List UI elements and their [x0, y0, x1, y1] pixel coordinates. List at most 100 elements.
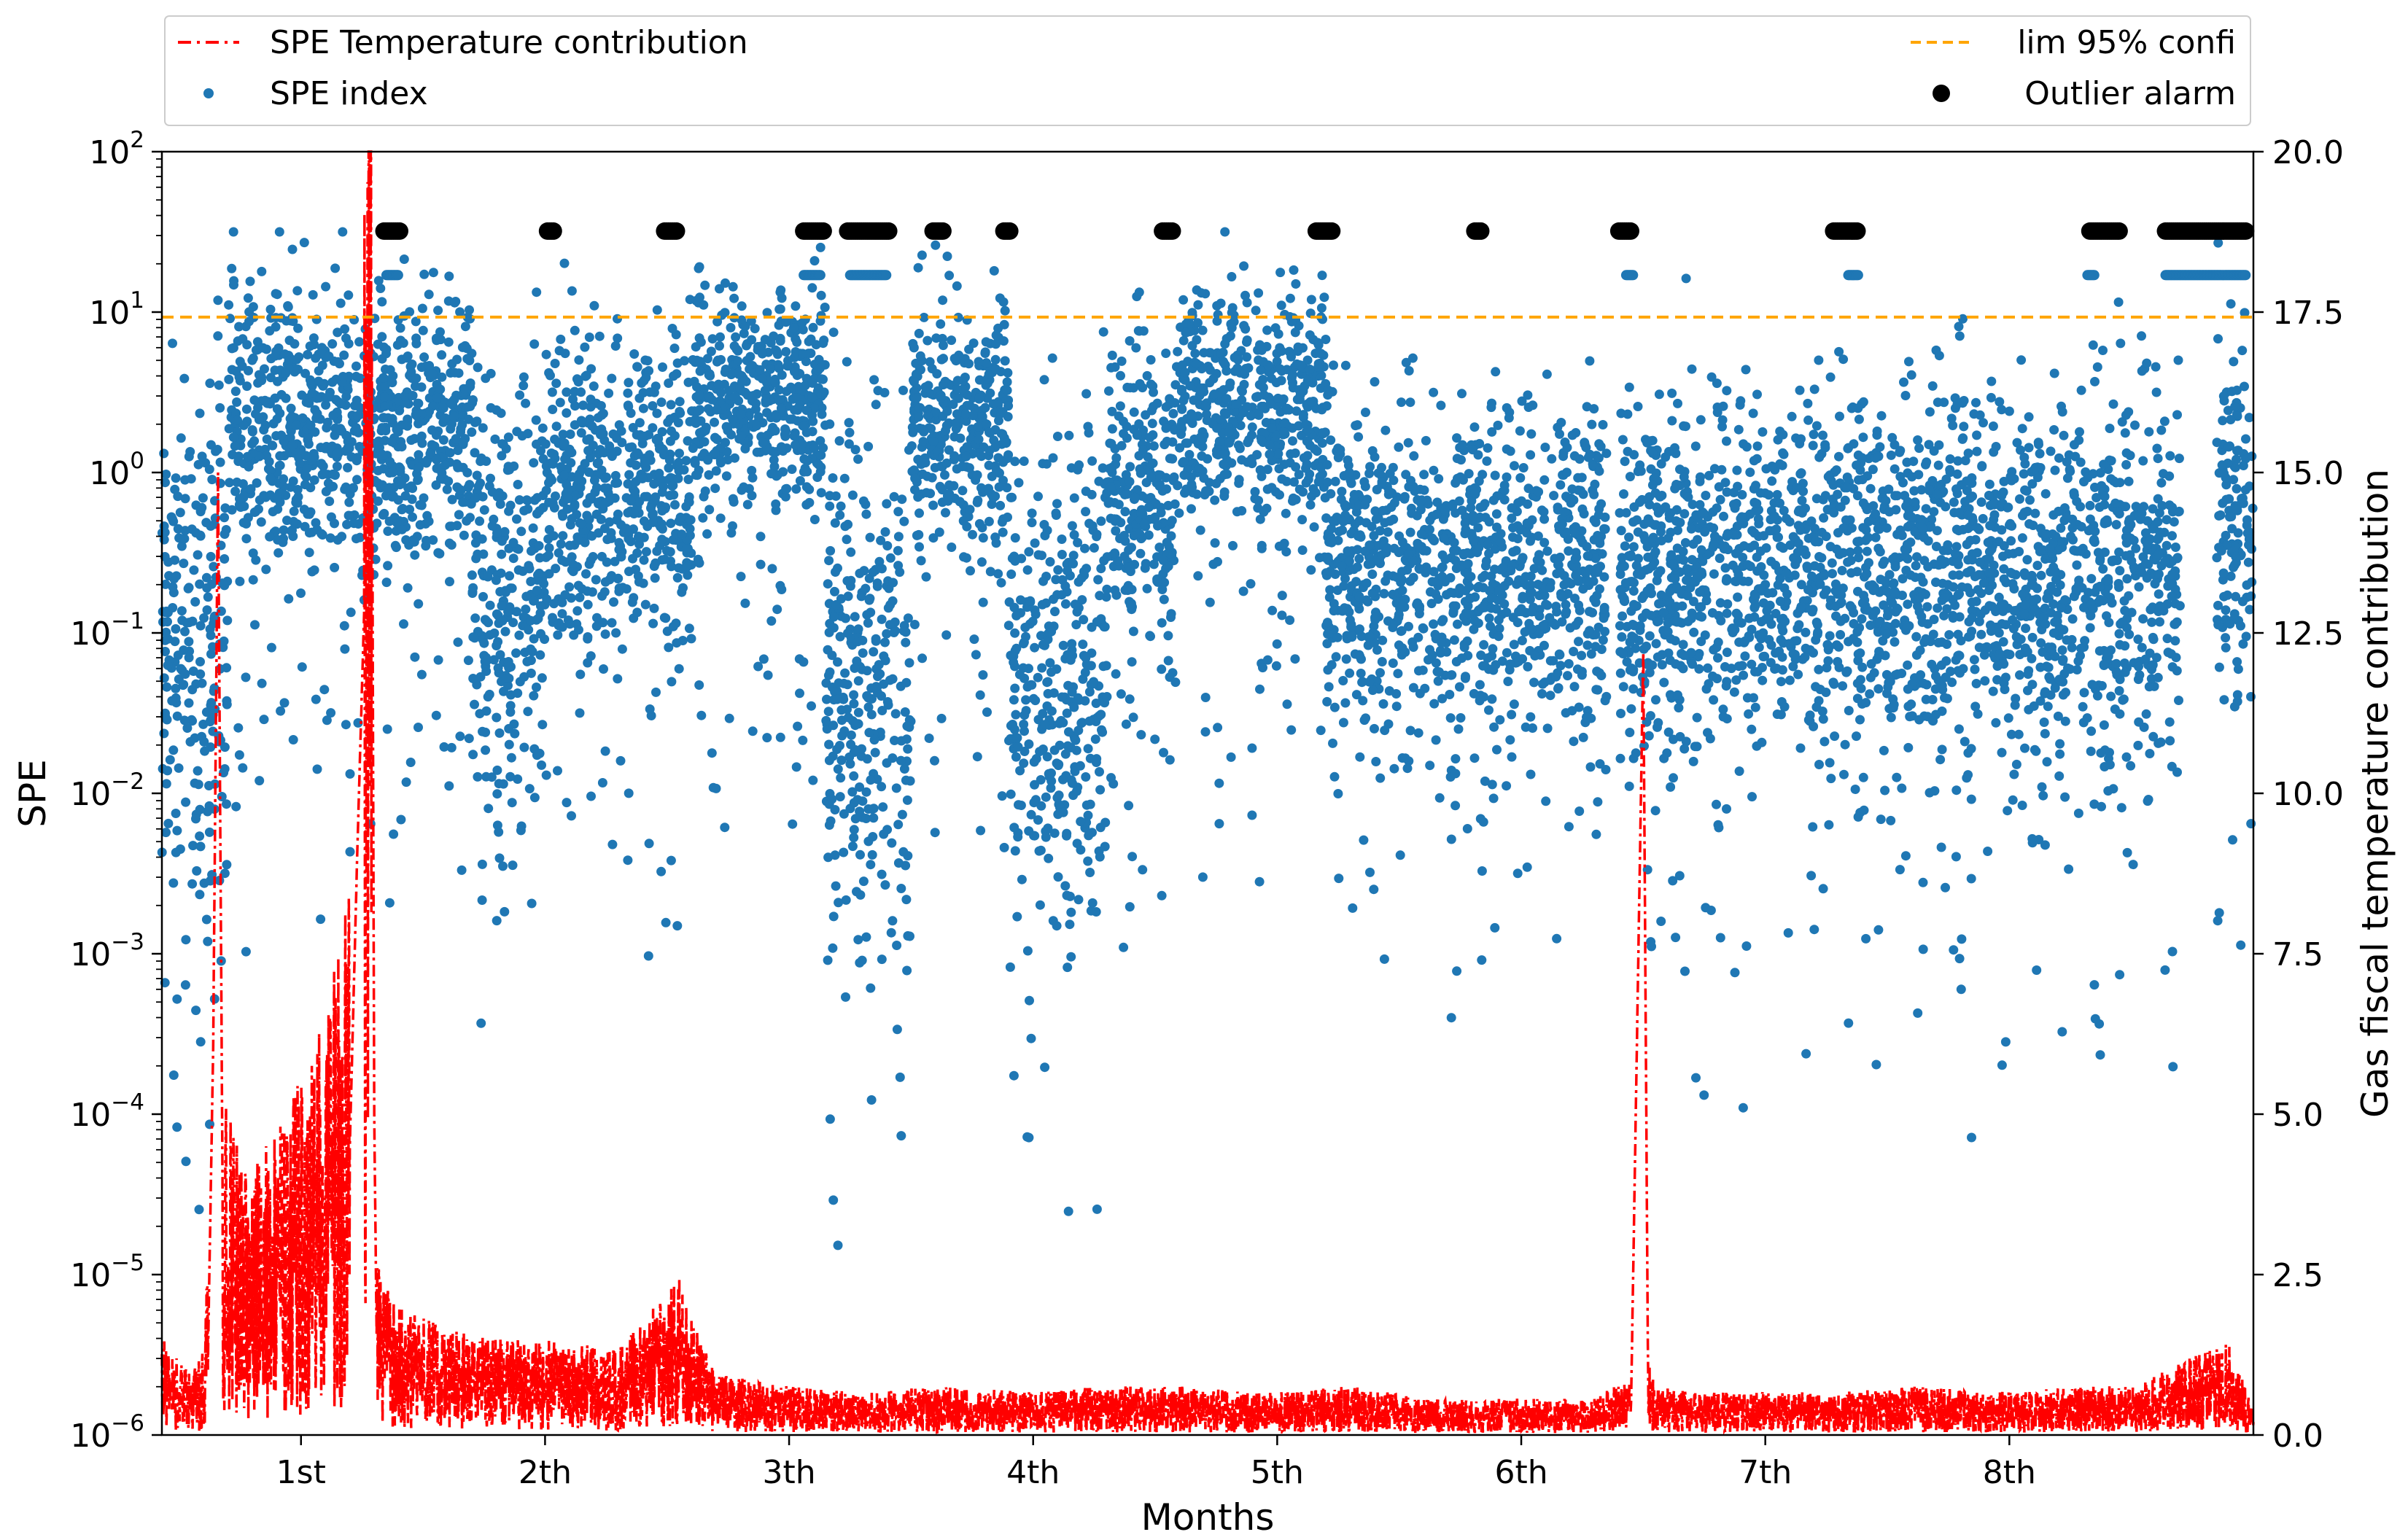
spe-index-point — [239, 518, 249, 527]
spe-index-point — [973, 752, 982, 761]
spe-index-point — [1432, 735, 1441, 744]
spe-index-point — [952, 281, 962, 291]
spe-index-point — [1283, 404, 1292, 413]
spe-index-point — [646, 503, 656, 513]
spe-index-point — [1286, 726, 1296, 735]
spe-index-point — [866, 860, 875, 869]
spe-index-point — [1096, 614, 1106, 623]
spe-index-point — [880, 638, 890, 648]
spe-index-point — [284, 303, 293, 312]
spe-index-point — [1418, 666, 1428, 675]
spe-index-point — [878, 802, 888, 812]
spe-index-point — [850, 718, 859, 727]
spe-index-point — [549, 450, 559, 459]
spe-index-point — [896, 1073, 905, 1082]
spe-index-point — [338, 372, 348, 381]
spe-index-point — [259, 425, 268, 435]
spe-index-point — [729, 294, 739, 303]
spe-index-point — [914, 508, 924, 518]
spe-index-point — [567, 287, 577, 296]
spe-index-point — [470, 613, 480, 623]
spe-index-point — [1292, 406, 1301, 416]
spe-index-point — [251, 556, 260, 565]
spe-index-point — [354, 442, 364, 451]
spe-index-point — [600, 587, 610, 596]
spe-index-point — [458, 497, 467, 507]
spe-index-point — [1447, 835, 1456, 844]
spe-index-point — [772, 604, 782, 614]
spe-index-point — [200, 747, 209, 756]
spe-index-point — [1369, 884, 1378, 894]
spe-index-point — [198, 451, 207, 461]
spe-index-point — [473, 550, 482, 559]
spe-index-point — [798, 349, 807, 358]
spe-index-point — [1437, 572, 1447, 581]
spe-index-point — [576, 387, 586, 397]
spe-index-point — [1076, 817, 1085, 826]
spe-index-point — [560, 438, 570, 448]
spe-index-point — [1038, 600, 1047, 610]
spe-index-point — [185, 699, 194, 708]
spe-index-point — [810, 515, 820, 524]
spe-index-point — [643, 356, 653, 365]
spe-index-point — [777, 585, 786, 594]
spe-index-point — [1152, 577, 1162, 586]
spe-index-point — [1526, 712, 1535, 722]
spe-index-point — [1072, 787, 1081, 796]
spe-index-point — [453, 463, 462, 472]
spe-index-point — [1329, 360, 1338, 370]
spe-index-point — [917, 556, 926, 565]
spe-index-point — [845, 428, 855, 438]
spe-index-point — [694, 264, 704, 273]
spe-index-point — [634, 572, 643, 581]
spe-index-point — [1254, 288, 1263, 298]
spe-index-point — [284, 594, 293, 604]
spe-index-point — [407, 481, 416, 491]
spe-index-point — [1023, 565, 1033, 575]
spe-index-point — [1119, 531, 1129, 540]
spe-index-point — [1012, 912, 1022, 922]
spe-index-point — [577, 416, 586, 425]
spe-index-point — [648, 423, 657, 432]
spe-index-point — [1030, 758, 1039, 767]
spe-index-point — [1059, 641, 1068, 650]
spe-index-point — [534, 614, 543, 623]
spe-index-point — [940, 470, 949, 480]
spe-index-point — [497, 451, 506, 461]
spe-index-point — [1057, 693, 1067, 702]
spe-index-point — [417, 670, 427, 680]
spe-index-point — [1130, 408, 1139, 417]
spe-index-point — [1006, 569, 1016, 579]
spe-index-point — [928, 501, 938, 510]
spe-index-point — [648, 401, 657, 411]
spe-index-point — [1222, 366, 1231, 376]
spe-index-point — [1564, 659, 1574, 669]
spe-index-point — [769, 332, 778, 341]
spe-index-point — [1220, 487, 1230, 497]
spe-index-point — [1201, 727, 1211, 736]
spe-index-point — [1170, 677, 1180, 687]
spe-index-point — [303, 510, 312, 519]
spe-index-point — [1307, 397, 1316, 407]
spe-index-point — [1348, 903, 1357, 913]
spe-index-point — [716, 355, 726, 365]
spe-index-point — [1146, 355, 1156, 365]
spe-index-point — [296, 588, 306, 598]
spe-index-point — [1277, 300, 1286, 310]
spe-index-point — [748, 391, 758, 400]
spe-index-point — [737, 301, 747, 311]
spe-index-point — [1159, 556, 1168, 565]
spe-index-point — [486, 403, 496, 413]
spe-index-point — [1175, 443, 1184, 453]
spe-index-point — [828, 473, 838, 483]
spe-index-point — [688, 443, 698, 453]
spe-index-point — [1090, 543, 1099, 553]
spe-index-point — [181, 980, 190, 989]
spe-index-point — [506, 701, 516, 710]
spe-index-point — [1163, 501, 1173, 510]
spe-index-point — [1489, 793, 1499, 803]
spe-index-point — [1108, 424, 1117, 434]
spe-index-point — [340, 645, 349, 654]
spe-index-point — [206, 698, 216, 707]
spe-index-point — [941, 508, 950, 518]
